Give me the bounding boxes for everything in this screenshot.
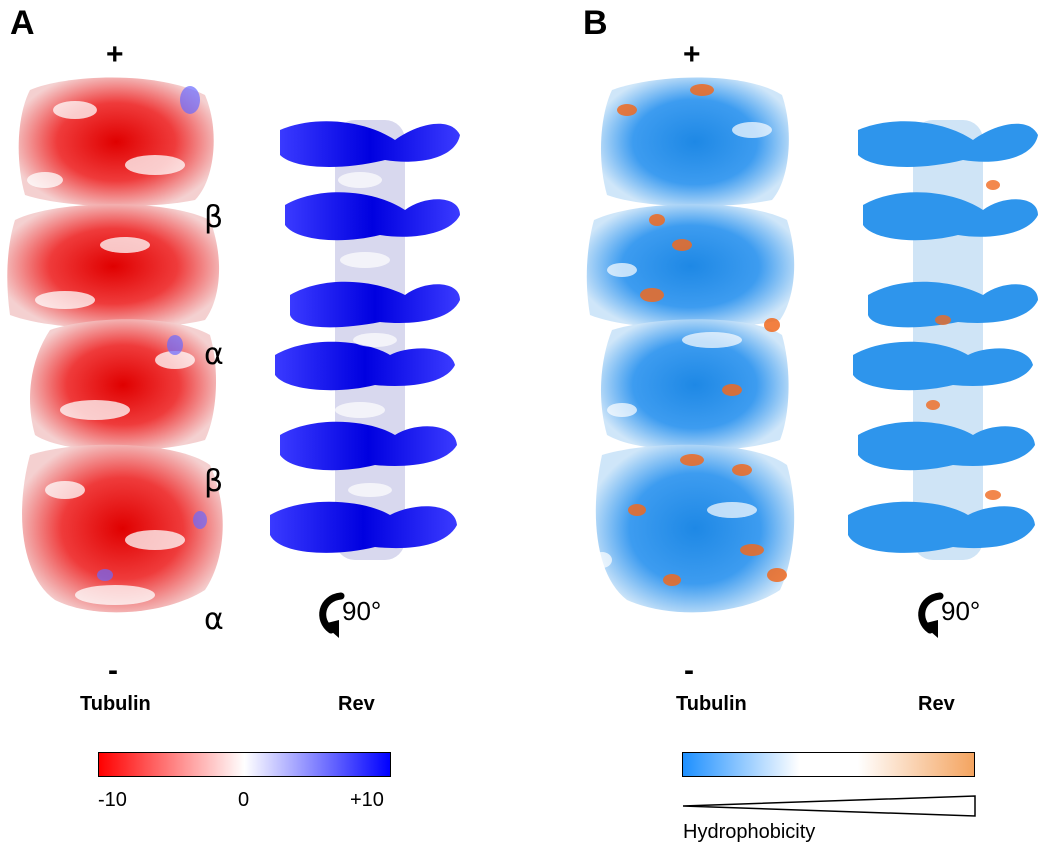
panel-b-hydrophobicity-label: Hydrophobicity [683,821,816,843]
rev-b-core [913,120,983,560]
panel-a-scale-min-label: -10 [98,789,127,811]
panel-b-rev-surface [848,120,1038,560]
panel-a-subunit-label-3: β [204,464,224,499]
rev-b-helix-6 [848,501,1035,553]
rev-b-helix-2 [863,192,1038,241]
tubulin-b-subunit-3 [600,319,789,451]
panel-b-tubulin-caption: Tubulin [676,693,747,715]
panel-a-subunit-label-4: α [204,602,224,637]
panel-a-tubulin-caption: Tubulin [80,693,151,715]
rev-b-helix-1 [858,121,1038,167]
panel-a-scale-mid-label: 0 [238,789,250,811]
rev-b-helix-3 [868,281,1038,328]
panel-a-subunit-label-1: β [204,200,224,235]
tubulin-b-subunit-1 [600,77,789,207]
panel-a-rev-caption: Rev [338,693,375,715]
rev-helix-3 [290,281,460,328]
panel-a-rev-surface [270,120,460,560]
rev-b-helix-5 [858,421,1035,471]
panel-a-letter: A [10,4,35,42]
panel-b-letter: B [583,4,608,42]
rev-helix-1 [280,121,460,167]
panel-a-tubulin-surface [7,77,223,613]
panel-b-rev-caption: Rev [918,693,955,715]
panel-b-hydrophobicity-wedge [682,795,976,817]
panel-a-plus-label: + [106,38,124,71]
panel-a-rotation-arrow-icon [319,592,345,638]
tubulin-subunit-2 [7,204,220,329]
rev-helix-5 [280,421,457,471]
tubulin-subunit-3 [30,319,217,451]
tubulin-b-subunit-2 [586,204,795,329]
panel-b-tubulin-surface [586,77,795,613]
rev-helix-6 [270,501,457,553]
panel-a-rotation-label: 90° [342,596,382,626]
rev-helix-4 [275,341,455,391]
panel-b-plus-label: + [683,38,701,71]
panel-b-rotation-label: 90° [941,596,981,626]
rev-b-helix-4 [853,341,1033,391]
panel-a-subunit-label-2: α [204,337,224,372]
panel-a-scale-max-label: +10 [350,789,384,811]
rev-helix-2 [285,192,460,241]
panel-b-hydrophobicity-scale-bar [682,752,975,777]
panel-a-electrostatic-scale-bar [98,752,391,777]
panel-b-rotation-arrow-icon [918,592,944,638]
panel-b-minus-label: - [684,654,694,687]
tubulin-b-subunit-4 [595,444,795,613]
panel-a-minus-label: - [108,654,118,687]
